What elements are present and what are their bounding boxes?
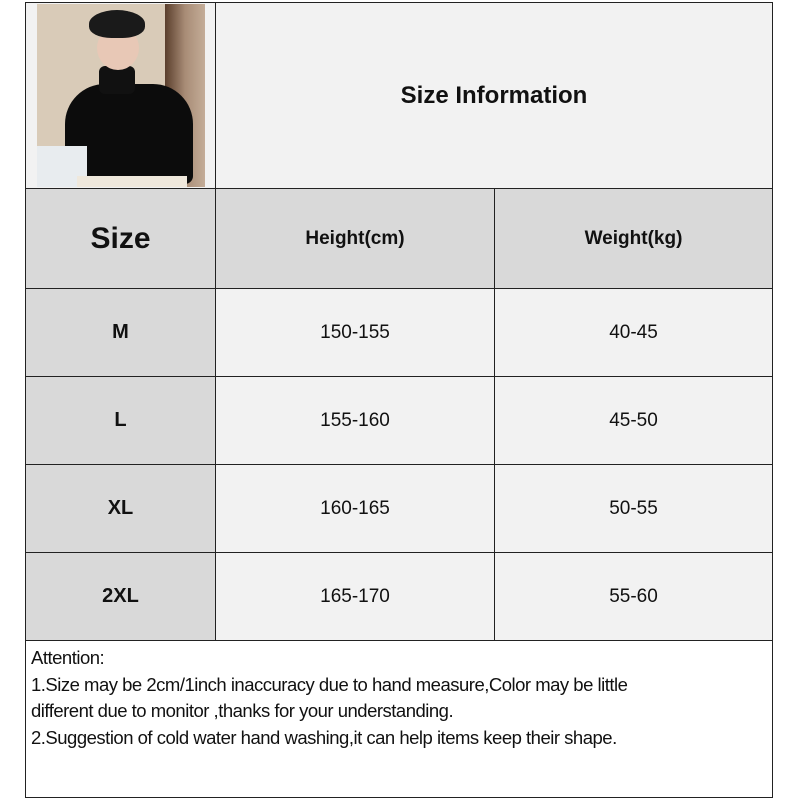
table-cell-size: L — [25, 376, 216, 465]
table-cell-size: 2XL — [25, 552, 216, 641]
header-size: Size — [25, 188, 216, 289]
note-1-cont: different due to monitor ,thanks for you… — [31, 700, 454, 721]
table-cell-height: 165-170 — [215, 552, 495, 641]
note-2: 2.Suggestion of cold water hand washing,… — [31, 726, 617, 748]
notes-heading: Attention: — [31, 647, 105, 668]
note-1: 1.Size may be 2cm/1inch inaccuracy due t… — [31, 673, 628, 695]
table-cell-weight: 50-55 — [494, 464, 773, 553]
table-cell-size: M — [25, 288, 216, 377]
table-cell-height: 150-155 — [215, 288, 495, 377]
table-cell-weight: 45-50 — [494, 376, 773, 465]
table-cell-height: 160-165 — [215, 464, 495, 553]
attention-notes: Attention: 1.Size may be 2cm/1inch inacc… — [25, 640, 773, 798]
table-cell-height: 155-160 — [215, 376, 495, 465]
table-cell-size: XL — [25, 464, 216, 553]
page-title: Size Information — [215, 2, 773, 189]
header-weight: Weight(kg) — [494, 188, 773, 289]
product-photo — [37, 4, 205, 187]
table-cell-weight: 55-60 — [494, 552, 773, 641]
header-height: Height(cm) — [215, 188, 495, 289]
table-cell-weight: 40-45 — [494, 288, 773, 377]
